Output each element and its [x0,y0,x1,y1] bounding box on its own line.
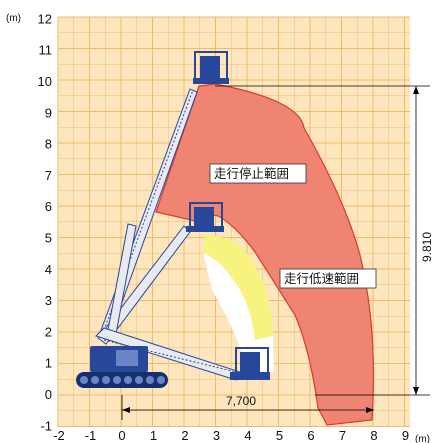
track-wheel [135,376,143,384]
x-tick-label: 7 [339,428,346,443]
track-wheel [102,376,110,384]
y-tick-label: 0 [45,387,52,402]
x-axis-ticks: -2 -1 0 1 2 3 4 5 6 7 8 9 [53,428,409,443]
stop-zone-label: 走行停止範囲 [214,166,289,181]
x-tick-label: 3 [213,428,220,443]
y-tick-label: 4 [45,262,52,277]
y-tick-label: 1 [45,356,52,371]
y-tick-label: 2 [45,324,52,339]
x-tick-label: 8 [370,428,377,443]
track-wheel [124,376,132,384]
x-tick-label: 5 [276,428,283,443]
track-wheel [157,376,165,384]
x-tick-label: -2 [53,428,65,443]
y-tick-label: 8 [45,137,52,152]
y-tick-label: 12 [38,11,52,26]
y-tick-label: 9 [45,105,52,120]
x-tick-label: -1 [85,428,97,443]
y-tick-label: 3 [45,293,52,308]
horizontal-reach-label: 7,700 [226,394,256,408]
inner-area [203,253,274,372]
slow-zone [203,235,273,340]
basket-high [193,51,229,84]
basket-low [230,347,270,380]
vertical-height-label: 9.810 [420,232,434,262]
y-tick-label: 10 [38,74,52,89]
slow-label-box [279,268,377,289]
stop-label-box [209,163,307,184]
x-tick-label: 4 [244,428,251,443]
x-unit-label: (m) [415,434,430,443]
dimension-lines [121,85,430,420]
y-tick-label: -1 [40,418,52,433]
track-wheel [113,376,121,384]
x-tick-label: 6 [307,428,314,443]
y-tick-label: 7 [45,168,52,183]
x-tick-label: 9 [402,428,409,443]
track-wheel [146,376,154,384]
basket-mid [186,202,224,232]
slow-zone-label: 走行低速範囲 [284,271,359,286]
machine-body [76,346,168,388]
y-tick-label: 5 [45,231,52,246]
track-wheel [91,376,99,384]
y-unit-label: (m) [6,13,21,24]
y-tick-label: 6 [45,199,52,214]
y-tick-label: 11 [39,43,53,58]
track-wheel [80,376,88,384]
x-tick-label: 0 [118,428,125,443]
x-tick-label: 2 [181,428,188,443]
x-tick-label: 1 [150,428,157,443]
